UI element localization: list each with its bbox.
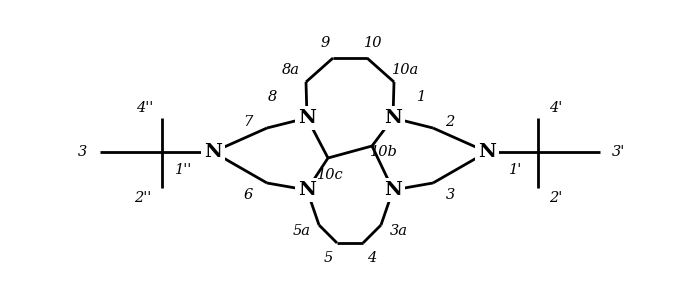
Text: 3': 3': [611, 145, 624, 159]
Text: 8: 8: [267, 90, 276, 104]
Text: 4': 4': [550, 101, 563, 115]
Text: 3: 3: [445, 188, 454, 202]
Text: N: N: [478, 143, 496, 161]
Text: 1'': 1'': [176, 163, 192, 177]
Text: 8a: 8a: [282, 63, 300, 77]
Text: N: N: [298, 109, 316, 127]
Text: 1: 1: [417, 90, 426, 104]
Text: 2'': 2'': [134, 191, 152, 205]
Text: 9: 9: [321, 36, 330, 50]
Text: 1': 1': [510, 163, 523, 177]
Text: 5: 5: [323, 251, 332, 265]
Text: 2: 2: [445, 115, 454, 129]
Text: N: N: [384, 109, 402, 127]
Text: 3: 3: [78, 145, 87, 159]
Text: 10: 10: [364, 36, 382, 50]
Text: 10c: 10c: [316, 168, 344, 182]
Text: 5a: 5a: [293, 224, 311, 238]
Text: N: N: [298, 181, 316, 199]
Text: 10a: 10a: [393, 63, 419, 77]
Text: 10b: 10b: [370, 145, 398, 159]
Text: 6: 6: [244, 188, 253, 202]
Text: 7: 7: [244, 115, 253, 129]
Text: 2': 2': [550, 191, 563, 205]
Text: 4'': 4'': [136, 101, 153, 115]
Text: N: N: [204, 143, 222, 161]
Text: N: N: [384, 181, 402, 199]
Text: 4: 4: [368, 251, 377, 265]
Text: 3a: 3a: [390, 224, 408, 238]
